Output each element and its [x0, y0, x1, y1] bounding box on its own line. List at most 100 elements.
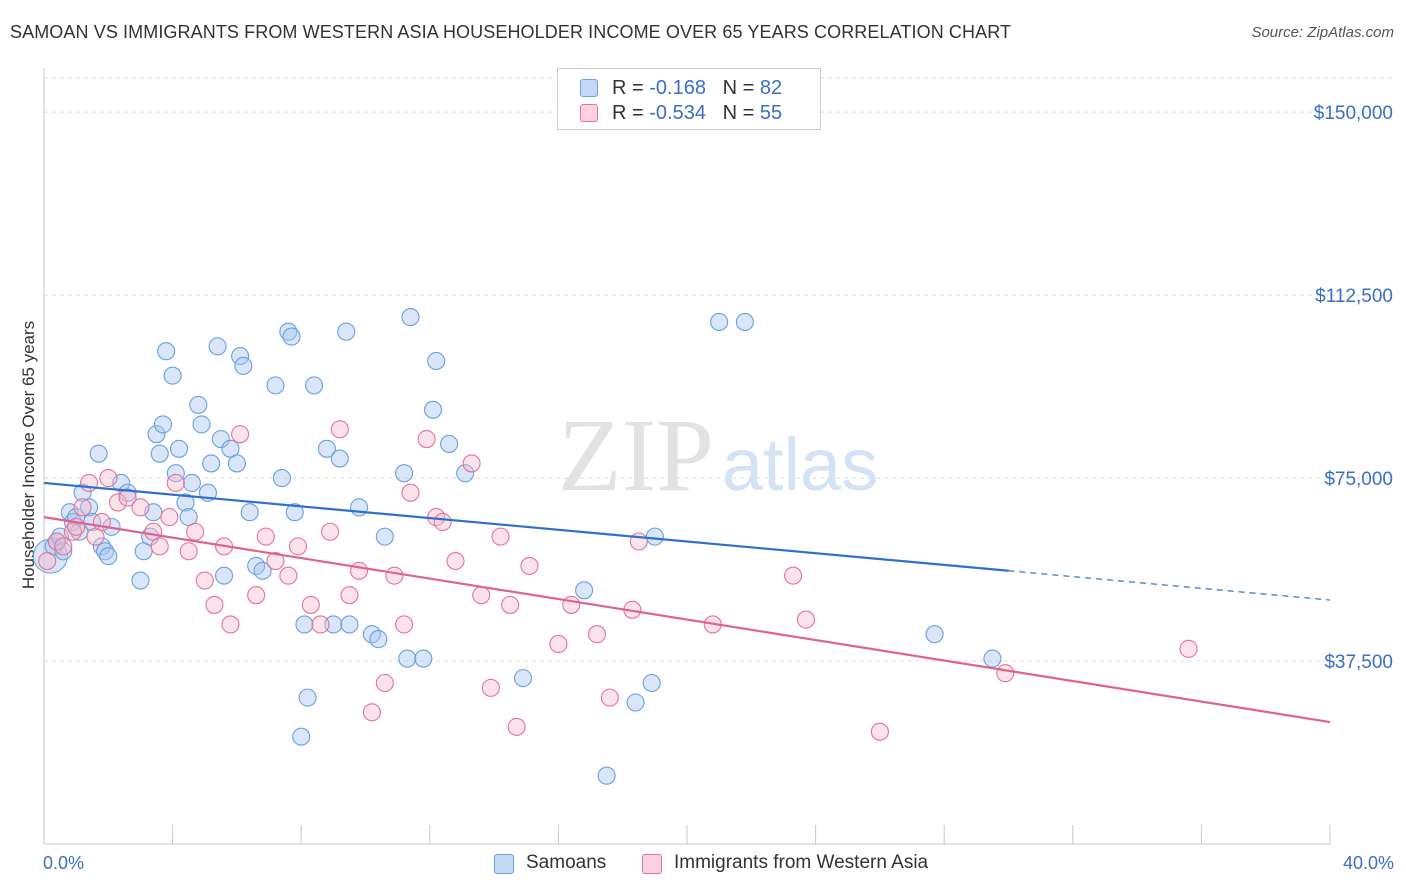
data-point-samoans — [513, 669, 533, 688]
legend-swatch-immigrants — [580, 104, 598, 122]
data-point-immigrants — [166, 473, 185, 493]
data-point-immigrants — [996, 664, 1015, 683]
data-point-samoans — [423, 400, 443, 419]
data-point-immigrants — [549, 634, 568, 654]
data-point-immigrants — [501, 595, 520, 614]
legend-swatch-samoans — [494, 854, 514, 874]
data-point-samoans — [208, 337, 227, 356]
data-point-samoans — [166, 464, 185, 483]
y-tick-label: $150,000 — [1314, 103, 1393, 124]
y-tick-label: $112,500 — [1315, 286, 1393, 307]
data-point-immigrants — [150, 537, 169, 556]
trend-line-immigrants — [43, 516, 1331, 724]
series-legend: Samoans Immigrants from Western Asia — [0, 852, 1406, 878]
samoans-points — [32, 308, 1002, 785]
data-point-samoans — [227, 454, 246, 473]
source-label: Source: ZipAtlas.com — [1251, 24, 1394, 41]
data-point-samoans — [285, 503, 304, 522]
data-point-samoans — [710, 312, 729, 331]
data-point-immigrants — [330, 420, 349, 439]
data-point-immigrants — [784, 566, 803, 585]
data-point-immigrants — [587, 625, 607, 644]
data-point-immigrants — [520, 556, 539, 575]
data-point-samoans — [176, 493, 195, 512]
data-point-immigrants — [179, 542, 198, 561]
data-point-samoans — [395, 464, 414, 483]
data-point-samoans — [575, 581, 594, 600]
x-tick-min: 0.0% — [43, 853, 85, 873]
data-point-immigrants — [472, 586, 491, 605]
data-point-samoans — [440, 434, 459, 453]
data-point-immigrants — [481, 678, 500, 697]
data-point-samoans — [375, 527, 394, 546]
data-point-immigrants — [562, 595, 581, 614]
data-point-immigrants — [288, 537, 308, 556]
n-value: 55 — [759, 102, 783, 124]
y-tick-label: $37,500 — [1324, 652, 1393, 673]
r-label: R = — [612, 77, 644, 99]
n-label: N = — [722, 102, 755, 124]
data-point-immigrants — [340, 586, 359, 605]
data-point-immigrants — [38, 551, 57, 571]
n-label: N = — [722, 77, 755, 99]
data-point-samoans — [131, 571, 150, 590]
data-point-immigrants — [796, 610, 816, 629]
data-point-samoans — [147, 425, 166, 444]
data-point-samoans — [234, 356, 253, 375]
data-point-samoans — [157, 342, 176, 361]
data-point-samoans — [253, 561, 272, 580]
data-point-samoans — [414, 649, 433, 668]
data-point-samoans — [398, 649, 417, 668]
watermark-zip: ZIP — [558, 398, 714, 513]
data-point-samoans — [182, 473, 201, 493]
data-point-samoans — [272, 469, 291, 488]
data-point-immigrants — [362, 703, 381, 722]
data-point-immigrants — [350, 561, 369, 580]
data-point-samoans — [642, 673, 661, 693]
data-point-samoans — [202, 454, 221, 473]
data-point-immigrants — [321, 522, 340, 541]
data-point-immigrants — [491, 527, 510, 546]
data-point-samoans — [350, 498, 369, 517]
data-bubble — [32, 538, 68, 574]
data-point-immigrants — [600, 688, 619, 707]
data-point-samoans — [925, 625, 944, 644]
data-point-samoans — [192, 415, 211, 434]
data-point-samoans — [324, 615, 343, 634]
data-point-immigrants — [247, 586, 266, 605]
x-tick-max: 40.0% — [1342, 853, 1394, 873]
data-point-immigrants — [195, 571, 214, 590]
legend-label-immigrants: Immigrants from Western Asia — [674, 852, 929, 873]
data-point-samoans — [54, 542, 73, 561]
data-point-samoans — [369, 630, 388, 649]
data-point-samoans — [150, 444, 169, 463]
data-point-samoans — [211, 429, 230, 449]
data-point-samoans — [214, 566, 234, 585]
data-point-samoans — [337, 322, 356, 341]
data-point-samoans — [645, 527, 664, 546]
data-point-samoans — [317, 439, 336, 458]
legend-swatch-immigrants — [642, 854, 662, 874]
data-point-samoans — [427, 351, 446, 371]
trend-line-samoans — [43, 481, 1009, 572]
watermark: ZIP atlas — [558, 398, 878, 513]
y-tick-label: $75,000 — [1324, 469, 1393, 490]
data-point-samoans — [735, 312, 754, 331]
data-point-samoans — [292, 727, 311, 746]
data-point-immigrants — [401, 483, 420, 502]
data-point-immigrants — [266, 551, 285, 571]
data-point-samoans — [295, 615, 314, 634]
data-point-samoans — [240, 503, 259, 522]
data-point-samoans — [169, 439, 189, 458]
axes — [43, 68, 1331, 845]
data-point-immigrants — [231, 425, 250, 444]
y-tick-labels: $37,500 $75,000 $112,500 $150,000 — [1314, 103, 1393, 673]
data-point-immigrants — [433, 512, 452, 532]
data-point-samoans — [401, 308, 420, 327]
data-point-immigrants — [385, 566, 404, 585]
watermark-atlas: atlas — [722, 423, 878, 506]
data-point-samoans — [189, 395, 208, 414]
data-point-samoans — [89, 444, 108, 463]
data-point-samoans — [99, 547, 118, 566]
